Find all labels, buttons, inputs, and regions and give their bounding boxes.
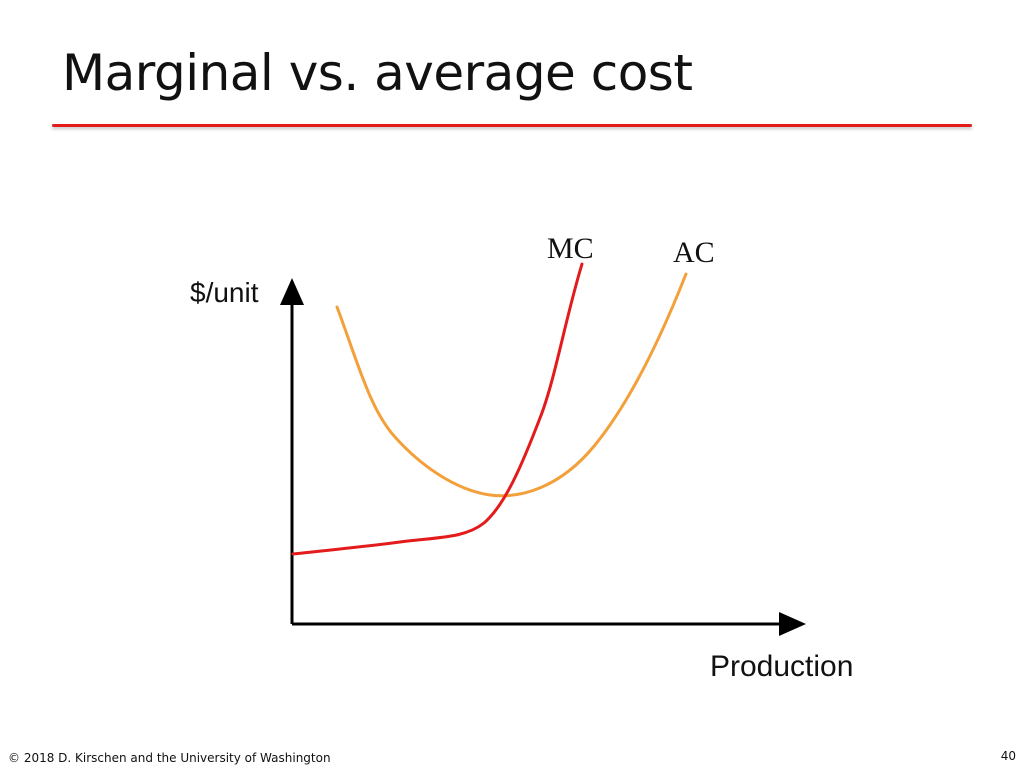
- x-axis-label: Production: [710, 650, 854, 683]
- title-underline: [52, 124, 972, 127]
- mc-curve: [291, 262, 584, 556]
- y-axis-label: $/unit: [190, 277, 259, 308]
- slide-title: Marginal vs. average cost: [62, 44, 693, 102]
- ac-curve-label: AC: [673, 236, 715, 269]
- footer-copyright: © 2018 D. Kirschen and the University of…: [8, 751, 331, 765]
- page-number: 40: [1000, 749, 1016, 763]
- mc-curve-label: MC: [547, 232, 594, 265]
- ac-curve: [335, 272, 688, 498]
